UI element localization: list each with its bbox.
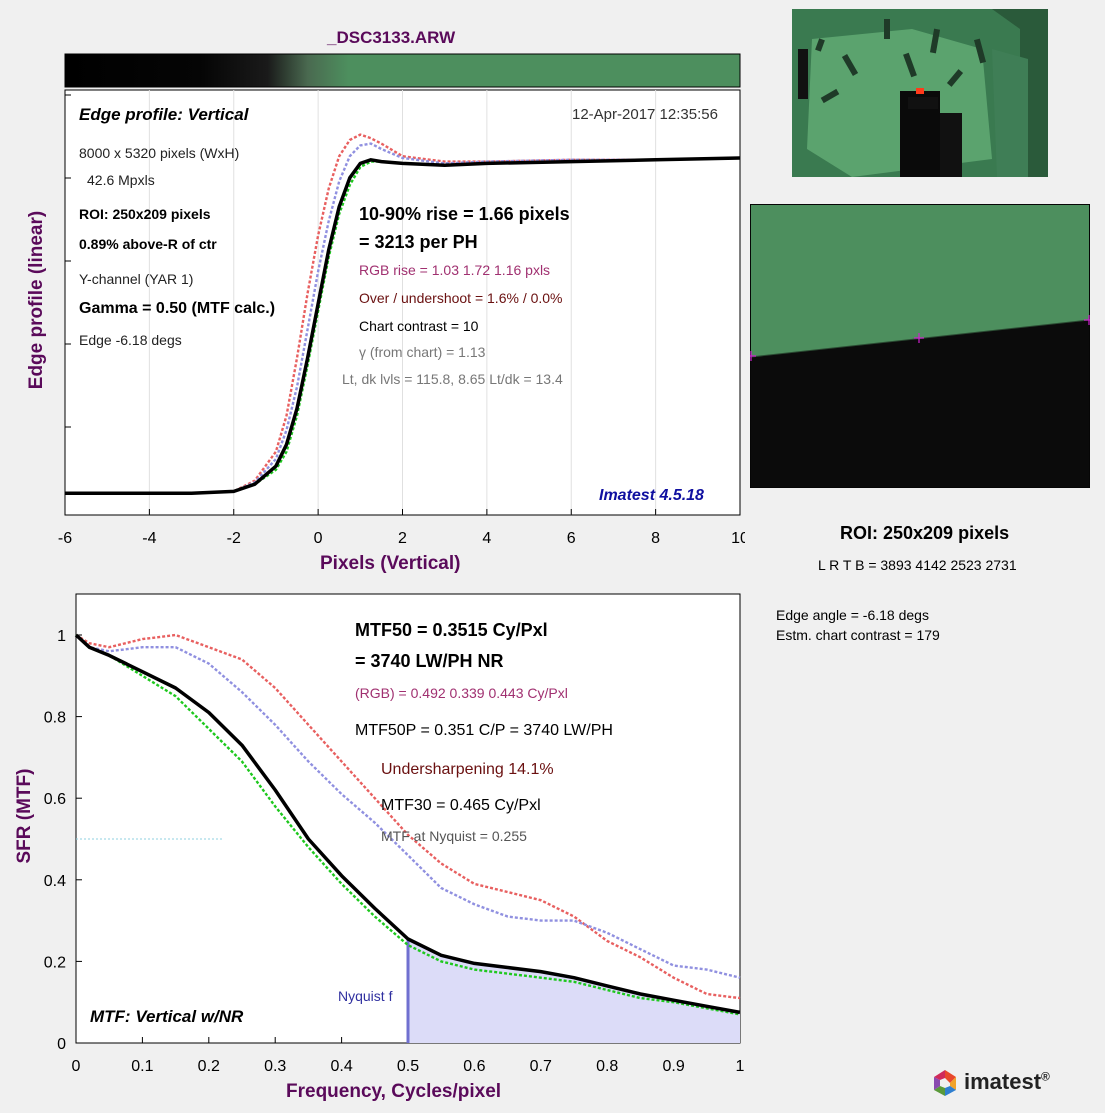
mtf-ylabel: SFR (MTF) — [14, 768, 35, 864]
mtf-xtick-label: 0.6 — [463, 1058, 485, 1075]
info-gamma: Gamma = 0.50 (MTF calc.) — [79, 300, 276, 317]
mtf-xtick-label: 0.3 — [264, 1058, 286, 1075]
roi-image — [750, 204, 1090, 488]
mtf-rgb: (RGB) = 0.492 0.339 0.443 Cy/Pxl — [355, 685, 568, 701]
mtf-xtick-label: 0.8 — [596, 1058, 618, 1075]
nyquist-label: Nyquist f — [338, 988, 393, 1004]
edge-xtick-label: 6 — [567, 530, 576, 547]
mtf-xtick-label: 0.9 — [662, 1058, 684, 1075]
mtf-ytick-label: 0.2 — [44, 954, 66, 971]
edge-xtick-label: -4 — [142, 530, 156, 547]
mtf-xlabel: Frequency, Cycles/pixel — [286, 1081, 502, 1102]
info-location: 0.89% above-R of ctr — [79, 236, 217, 252]
chart-contrast: Chart contrast = 10 — [359, 318, 479, 334]
file-title: _DSC3133.ARW — [327, 28, 456, 47]
mtf-ytick-label: 0.8 — [44, 710, 66, 727]
edge-series-blue — [65, 142, 741, 495]
edge-panel-title: Edge profile: Vertical — [79, 105, 249, 124]
mtf-series-blue — [75, 634, 741, 979]
mtf-xtick-label: 0 — [72, 1058, 81, 1075]
imatest-logo-icon — [934, 1070, 956, 1096]
roi-label: ROI: 250x209 pixels — [840, 523, 1010, 543]
mtf-xtick-label: 0.7 — [530, 1058, 552, 1075]
rise-line2: = 3213 per PH — [359, 232, 478, 252]
mtf-series-black — [74, 633, 741, 1015]
mtf-xtick-label: 0.2 — [198, 1058, 220, 1075]
edge-ylabel: Edge profile (linear) — [26, 210, 47, 390]
edge-profile-chart: -6 -4 -2 0 2 4 6 8 10 — [58, 53, 745, 547]
gamma-from-chart: γ (from chart) = 1.13 — [359, 344, 486, 360]
mtf-xtick-label: 0.5 — [397, 1058, 419, 1075]
roi-chart-contrast: Estm. chart contrast = 179 — [776, 627, 940, 643]
rise-line1: 10-90% rise = 1.66 pixels — [359, 204, 570, 224]
edge-panel-date: 12-Apr-2017 12:35:56 — [572, 106, 718, 123]
edge-xtick-label: -6 — [58, 530, 72, 547]
light-dark-levels: Lt, dk lvls = 115.8, 8.65 Lt/dk = 13.4 — [342, 371, 563, 387]
mtf-xtick-label: 0.4 — [330, 1058, 352, 1075]
edge-xlabel: Pixels (Vertical) — [320, 553, 461, 574]
edge-xtick-label: 0 — [314, 530, 323, 547]
overshoot: Over / undershoot = 1.6% / 0.0% — [359, 290, 563, 306]
mtf-ytick-label: 0 — [57, 1036, 66, 1053]
info-channel: Y-channel (YAR 1) — [79, 271, 194, 287]
mtf-ytick-label: 1 — [57, 628, 66, 645]
edge-xtick-label: -2 — [227, 530, 241, 547]
info-megapixels: 42.6 Mpxls — [87, 172, 155, 188]
edge-xtick-label: 2 — [398, 530, 407, 547]
roi-coords: L R T B = 3893 4142 2523 2731 — [818, 557, 1017, 573]
roi-edge-angle: Edge angle = -6.18 degs — [776, 607, 929, 623]
mtf-panel-label: MTF: Vertical w/NR — [90, 1007, 244, 1026]
info-roi: ROI: 250x209 pixels — [79, 206, 211, 222]
scene-thumbnail — [792, 9, 1048, 177]
mtf50-line2: = 3740 LW/PH NR — [355, 651, 504, 671]
mtf-xtick-label: 1 — [736, 1058, 745, 1075]
edge-xtick-label: 8 — [651, 530, 660, 547]
edge-xtick-label: 10 — [731, 530, 745, 547]
mtf-ytick-label: 0.6 — [44, 791, 66, 808]
info-dimensions: 8000 x 5320 pixels (WxH) — [79, 145, 240, 161]
nyquist-fill — [408, 939, 740, 1043]
mtf50p: MTF50P = 0.351 C/P = 3740 LW/PH — [355, 722, 613, 739]
mtf30: MTF30 = 0.465 Cy/Pxl — [381, 797, 541, 814]
mtf-xtick-label: 0.1 — [131, 1058, 153, 1075]
mtf-series-red — [75, 633, 741, 1000]
mtf-series-green — [75, 634, 741, 1016]
rgb-rise: RGB rise = 1.03 1.72 1.16 pxls — [359, 262, 551, 278]
edge-series-black — [65, 156, 741, 495]
mtf-at-nyquist: MTF at Nyquist = 0.255 — [381, 828, 527, 844]
info-edge-angle: Edge -6.18 degs — [79, 332, 182, 348]
undersharpening: Undersharpening 14.1% — [381, 761, 554, 778]
edge-intensity-bar — [64, 53, 741, 88]
mtf-ytick-label: 0.4 — [44, 873, 66, 890]
imatest-logo-text: imatest® — [964, 1069, 1050, 1094]
edge-xtick-label: 4 — [482, 530, 491, 547]
imatest-version: Imatest 4.5.18 — [599, 487, 704, 504]
mtf50-line1: MTF50 = 0.3515 Cy/Pxl — [355, 620, 548, 640]
mtf-chart: 0 0.1 0.2 0.3 0.4 0.5 0.6 0.7 0.8 0.9 1 0 0.2 0.4 0.6 0… — [44, 593, 745, 1075]
